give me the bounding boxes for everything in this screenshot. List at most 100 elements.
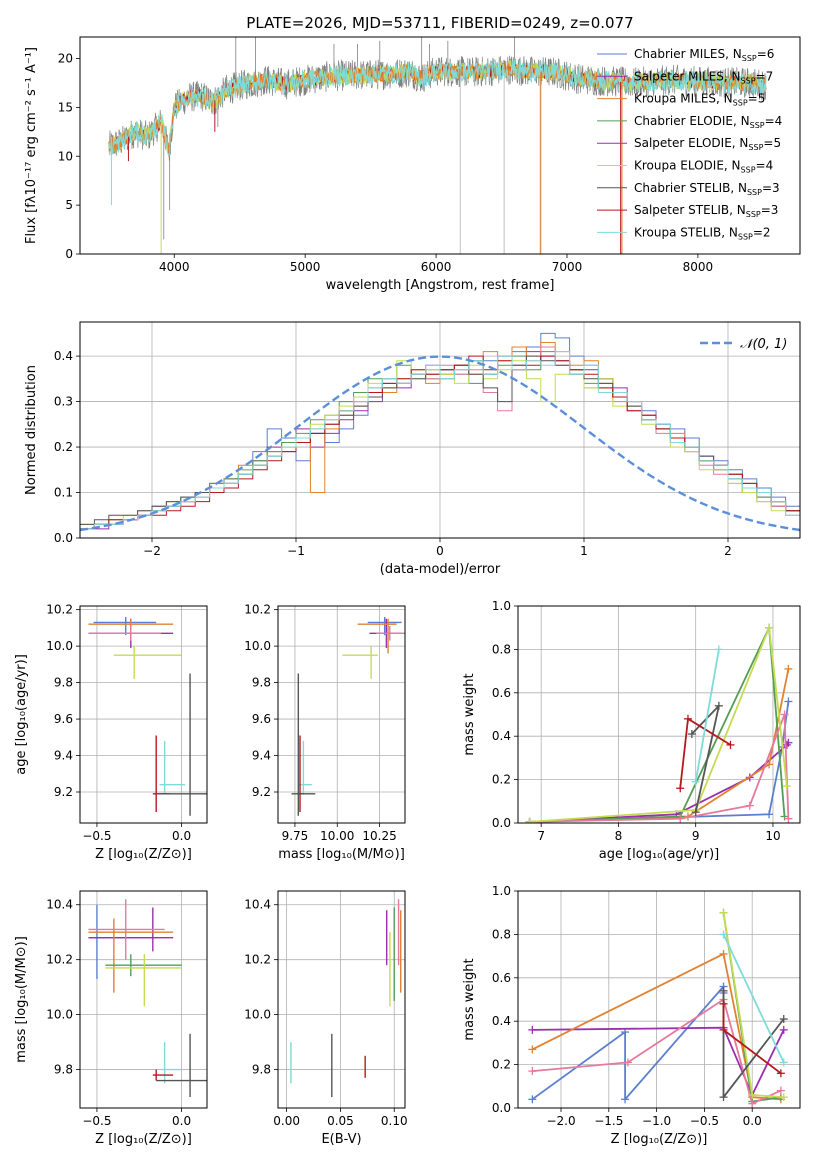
y-axis-label: Flux [fλ10⁻¹⁷ erg cm⁻² s⁻¹ A⁻¹]: [24, 47, 39, 244]
legend-text: Salpeter MILES, N: [634, 69, 741, 83]
legend-text: Kroupa ELODIE, N: [634, 159, 741, 173]
y-tick-label: 0.8: [492, 642, 511, 656]
y-tick-label: 1.0: [492, 599, 511, 613]
y-tick-label: 9.4: [54, 749, 73, 763]
legend-subscript: SSP: [741, 166, 756, 175]
y-tick-label: 9.8: [54, 676, 73, 690]
legend-text: Kroupa MILES, N: [634, 92, 733, 106]
legend-entry: Chabrier MILES, NSSP=6: [634, 47, 774, 63]
legend-subscript: SSP: [750, 121, 765, 130]
legend-entry: Salpeter STELIB, NSSP=3: [634, 203, 778, 219]
y-tick-label: 0.0: [492, 816, 511, 830]
mass-weight-marker: [691, 777, 700, 786]
panel-age_vs_Z: −0.5 0.0 9.2 9.4 9.6 9.8 10.0 10.2 Z [log₁₀(Z/Z⊙…: [14, 603, 208, 862]
legend-entry: Kroupa MILES, NSSP=5: [634, 92, 765, 108]
mass-weight-marker: [719, 908, 728, 917]
mass-weight-marker: [776, 1086, 785, 1095]
mass-weight-marker: [687, 730, 696, 739]
errorbar-point: [105, 954, 182, 1007]
y-tick-label: 10.2: [46, 603, 73, 617]
legend-value: =5: [748, 92, 766, 106]
panel-weight_vs_age: 7 8 9 10 0.0 0.2 0.4 0.6 0.8 1.0 age [log₁₀(age/yr…: [462, 599, 801, 862]
x-axis-label: Z [log₁₀(Z/Z⊙)]: [95, 847, 192, 862]
mass-weight-marker: [719, 999, 728, 1008]
y-tick-label: 10.0: [46, 639, 73, 653]
y-tick-label: 9.8: [252, 1063, 271, 1077]
y-tick-label: 10: [58, 149, 73, 163]
x-tick-label: 1: [580, 544, 588, 558]
x-tick-label: 8000: [683, 260, 714, 274]
y-tick-label: 15: [58, 100, 73, 114]
errorbar-point: [88, 918, 174, 993]
y-axis-label: mass weight: [462, 958, 477, 1040]
mass-weight-marker: [528, 1067, 537, 1076]
x-tick-label: −0.5: [82, 829, 111, 843]
y-tick-label: 10.4: [46, 898, 73, 912]
legend-subscript: SSP: [742, 54, 757, 63]
y-tick-label: 10.0: [244, 639, 271, 653]
x-tick-label: −2.0: [546, 1114, 575, 1128]
x-tick-label: 0.0: [172, 829, 191, 843]
legend-subscript: SSP: [741, 76, 756, 85]
mass-weight-marker: [528, 1045, 537, 1054]
legend-text: Salpeter ELODIE, N: [634, 136, 748, 150]
y-tick-label: 0.8: [492, 927, 511, 941]
mass-weight-marker: [779, 1015, 788, 1024]
errorbar-point: [376, 626, 405, 641]
x-tick-label: 0.0: [172, 1114, 191, 1128]
panel-residuals: −2 −1 0 1 2 0.0 0.1 0.2 0.3 0.4 (data-model)/error…: [24, 321, 801, 577]
x-axis-label: wavelength [Angstrom, rest frame]: [326, 278, 555, 293]
y-axis-label: age [log₁₀(age/yr)]: [14, 654, 29, 775]
x-tick-label: 9: [692, 829, 700, 843]
y-tick-label: 0.2: [492, 1058, 511, 1072]
y-tick-label: 9.2: [54, 785, 73, 799]
legend-entry: Salpeter MILES, NSSP=7: [634, 69, 773, 85]
mass-weight-marker: [676, 814, 685, 823]
plot-area: [108, 37, 767, 254]
mass-weight-marker: [623, 1058, 632, 1067]
panel-mass_vs_ebv: 0.00 0.05 0.10 9.8 10.0 10.2 10.4 E(B-V): [244, 890, 408, 1147]
legend-text: Chabrier STELIB, N: [634, 181, 747, 195]
y-tick-label: 20: [58, 52, 73, 66]
mass-weight-marker: [525, 817, 534, 823]
errorbar-point: [367, 616, 402, 636]
mass-weight-marker: [748, 1099, 757, 1108]
mass-weight-marker: [683, 714, 692, 723]
mass-weight-marker: [765, 623, 774, 632]
y-tick-label: 1.0: [492, 884, 511, 898]
errorbar-point: [159, 740, 185, 794]
y-tick-label: 0.6: [492, 686, 511, 700]
y-tick-label: 0.4: [54, 349, 73, 363]
legend-value: =4: [765, 114, 783, 128]
figure-title: PLATE=2026, MJD=53711, FIBERID=0249, z=0…: [246, 14, 633, 32]
y-axis-label: Normed distribution: [24, 365, 39, 495]
axes-frame: [277, 605, 406, 824]
errorbar-point: [291, 673, 316, 816]
x-tick-label: −0.5: [82, 1114, 111, 1128]
x-tick-label: −0.5: [690, 1114, 719, 1128]
mass-weight-marker: [676, 784, 685, 793]
legend-text: Salpeter STELIB, N: [634, 203, 746, 217]
x-tick-label: 10: [765, 829, 780, 843]
y-tick-label: 10.2: [244, 953, 271, 967]
mass-weight-marker: [719, 1025, 728, 1034]
mass-weight-marker: [719, 1093, 728, 1102]
x-tick-label: 5000: [290, 260, 321, 274]
plot-area: [80, 332, 800, 538]
mass-weight-marker: [691, 808, 700, 817]
legend-entry: Kroupa ELODIE, NSSP=4: [634, 159, 773, 175]
legend-value: =4: [756, 159, 774, 173]
mass-weight-marker: [748, 1090, 757, 1099]
y-tick-label: 0.4: [492, 1014, 511, 1028]
plot-area: [291, 616, 405, 816]
x-tick-label: 8: [615, 829, 623, 843]
y-tick-label: 9.4: [252, 749, 271, 763]
mass-weight-marker: [745, 801, 754, 810]
plot-area: [290, 899, 402, 1098]
residual-histogram: [80, 351, 800, 538]
y-axis-label: mass weight: [462, 673, 477, 755]
mass-weight-marker: [714, 701, 723, 710]
